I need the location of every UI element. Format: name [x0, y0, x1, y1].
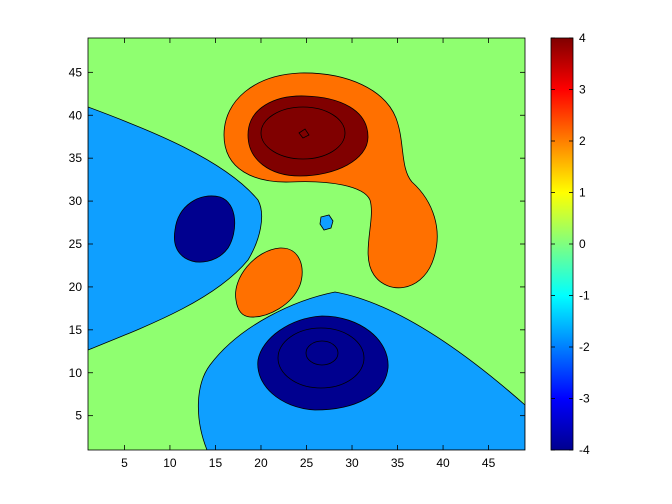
colorbar-tick-label: -4 — [579, 443, 590, 457]
y-tick-label: 45 — [69, 65, 83, 79]
x-tick-label: 25 — [300, 456, 314, 470]
contour-plot-area — [88, 38, 525, 450]
y-axis: 5 10 15 20 25 30 35 40 45 — [69, 65, 525, 423]
colorbar-tick-label: -3 — [579, 392, 590, 406]
x-tick-label: 40 — [436, 456, 450, 470]
y-tick-label: 30 — [69, 194, 83, 208]
contour-line-top-inner — [260, 106, 346, 160]
x-tick-label: 10 — [163, 456, 177, 470]
y-tick-label: 20 — [69, 280, 83, 294]
colorbar-tick-label: 4 — [579, 31, 586, 45]
x-axis: 5 10 15 20 25 30 35 40 45 — [121, 38, 496, 470]
y-tick-label: 40 — [69, 108, 83, 122]
x-tick-label: 45 — [482, 456, 496, 470]
region-neg4-to-neg2-left — [174, 195, 236, 263]
x-tick-label: 5 — [121, 456, 128, 470]
colorbar-tick-label: 0 — [579, 237, 586, 251]
colorbar-tick-label: 2 — [579, 134, 586, 148]
y-tick-label: 35 — [69, 151, 83, 165]
x-tick-label: 20 — [254, 456, 268, 470]
colorbar-tick-label: -1 — [579, 289, 590, 303]
colorbar-tick-label: -2 — [579, 340, 590, 354]
colorbar-gradient — [551, 38, 573, 450]
contour-line-bottom-inner — [305, 340, 339, 366]
x-tick-label: 30 — [345, 456, 359, 470]
colorbar-tick-label: 3 — [579, 83, 586, 97]
y-tick-label: 25 — [69, 237, 83, 251]
x-tick-label: 15 — [209, 456, 223, 470]
region-neg2-to-0-center — [319, 214, 334, 231]
x-tick-label: 35 — [391, 456, 405, 470]
contour-line-bottom-outer — [277, 327, 365, 389]
y-tick-label: 15 — [69, 323, 83, 337]
y-tick-label: 5 — [75, 409, 82, 423]
y-tick-label: 10 — [69, 366, 83, 380]
colorbar-axis: -4 -3 -2 -1 0 1 2 3 4 — [551, 31, 590, 457]
colorbar-tick-label: 1 — [579, 186, 586, 200]
region-above-4-top — [247, 95, 369, 177]
contour-line-top-peak — [298, 128, 310, 139]
region-2-to-4-middle — [235, 247, 303, 318]
